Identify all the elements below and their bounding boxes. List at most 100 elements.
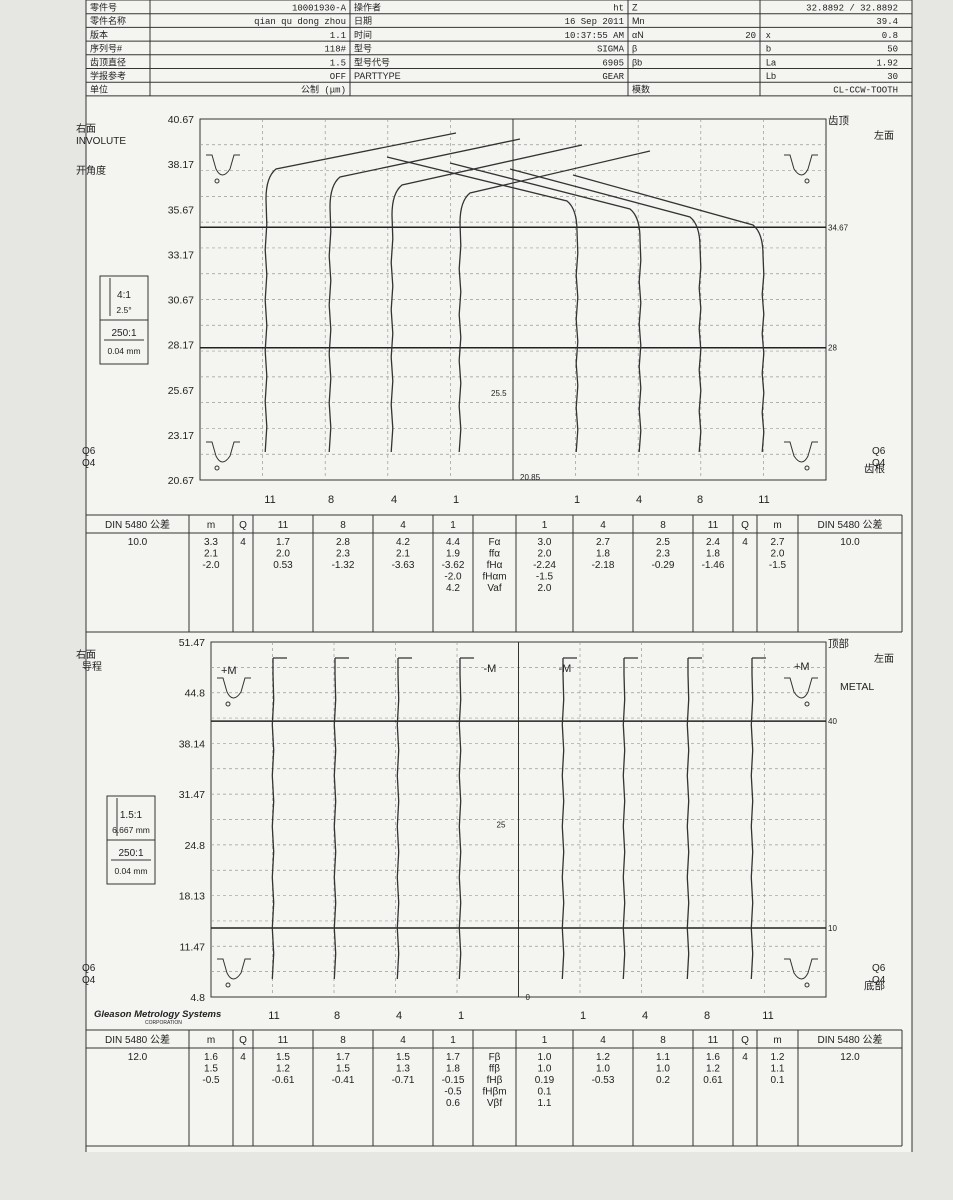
m-value: 1.5 <box>204 1064 218 1075</box>
table-header-m: m <box>207 1035 215 1046</box>
result-value: 0.1 <box>538 1087 552 1098</box>
eval-lower-label: 10 <box>828 924 837 933</box>
m-value: 1.2 <box>771 1052 785 1063</box>
header-label: Z <box>632 3 638 13</box>
scale-val-1: 6.667 mm <box>112 825 150 835</box>
minus-m-label: -M <box>559 663 572 675</box>
face-right-label: 右面 <box>76 648 96 661</box>
gear-profile-icon-dot <box>804 701 810 707</box>
y-tick-label: 18.13 <box>179 891 205 903</box>
tooth-number-right: 1 <box>574 494 580 506</box>
header-label: 零件名称 <box>90 15 126 26</box>
result-value: 4.4 <box>446 537 460 548</box>
result-value: -0.53 <box>592 1075 615 1086</box>
header-value: ht <box>613 4 624 14</box>
table-header-tooth: 11 <box>278 1035 289 1046</box>
face-left-label: 左面 <box>874 652 894 665</box>
tooth-number-left: 11 <box>268 1010 279 1022</box>
table-header-din: DIN 5480 公差 <box>817 518 882 531</box>
scale-val-1: 2.5° <box>116 305 131 315</box>
result-value: 1.0 <box>538 1052 552 1063</box>
header-table: 零件号 10001930-A 操作者 ht Z 32.8892 / 32.8892 零件名称… <box>86 0 912 97</box>
header-label: x <box>766 30 771 40</box>
gear-profile-icon-dot <box>225 701 231 707</box>
param-name: fHβm <box>482 1087 506 1098</box>
y-tick-label: 33.17 <box>168 249 194 261</box>
header-value: 6905 <box>602 58 624 68</box>
result-value: 2.0 <box>538 583 552 594</box>
table-header-tooth: 8 <box>660 520 666 531</box>
table-header-m: m <box>207 520 215 531</box>
bottom-label: 底部 <box>864 979 885 992</box>
result-value: 0.61 <box>703 1075 723 1086</box>
result-value: -2.18 <box>592 560 615 571</box>
tooth-number-left: 8 <box>334 1010 340 1022</box>
header-value: GEAR <box>602 72 624 82</box>
tooth-number-left: 1 <box>453 494 459 506</box>
result-value: 2.8 <box>336 537 350 548</box>
result-value: 1.7 <box>336 1052 350 1063</box>
quality-bottom-label: Q4 <box>872 975 886 986</box>
header-label: 零件号 <box>90 2 117 13</box>
table-header-q: Q <box>741 1035 749 1046</box>
header-label: Lb <box>766 71 776 81</box>
table-header-tooth: 1 <box>450 520 456 531</box>
tooth-number-left: 8 <box>328 494 334 506</box>
brand-logo-sub: CORPORATION <box>145 1020 182 1026</box>
result-value: 1.5 <box>396 1052 410 1063</box>
header-label: Mn <box>632 16 645 26</box>
scale-mag-1: 4:1 <box>117 290 131 301</box>
scale-mag-1: 1.5:1 <box>120 810 143 821</box>
y-tick-label: 40.67 <box>168 114 194 126</box>
face-left-label: 左面 <box>874 129 894 142</box>
result-value: 1.9 <box>446 549 460 560</box>
bottom-label: 齿根 <box>864 462 885 475</box>
param-name: ffβ <box>489 1064 500 1075</box>
base-mark-label: 0 <box>526 993 531 1002</box>
scale-mag-2: 250:1 <box>111 328 136 339</box>
m-value: 2.0 <box>771 549 785 560</box>
result-value: 1.8 <box>446 1064 460 1075</box>
gear-profile-icon <box>784 958 818 980</box>
y-tick-label: 35.67 <box>168 204 194 216</box>
result-value: -0.15 <box>442 1075 465 1086</box>
eval-upper-label: 40 <box>828 717 837 726</box>
table-header-tooth: 4 <box>600 1035 606 1046</box>
y-tick-label: 23.17 <box>168 430 194 442</box>
table-header-tooth: 4 <box>400 1035 406 1046</box>
gear-profile-icon-dot <box>804 465 810 471</box>
result-value: -2.0 <box>444 572 462 583</box>
result-value: 2.0 <box>538 549 552 560</box>
result-value: -3.62 <box>442 560 465 571</box>
result-value: -3.63 <box>392 560 415 571</box>
result-value: 1.8 <box>706 549 720 560</box>
profile-trace <box>449 162 642 453</box>
header-value: 118# <box>324 45 346 55</box>
result-value: 2.3 <box>336 549 350 560</box>
result-value: -0.71 <box>392 1075 415 1086</box>
table-header-tooth: 8 <box>660 1035 666 1046</box>
gear-profile-icon-dot <box>214 178 220 184</box>
header-value: 20 <box>745 31 756 41</box>
result-value: 0.2 <box>656 1075 670 1086</box>
gear-profile-icon <box>217 677 251 699</box>
param-name: fHα <box>487 560 503 571</box>
param-name: Fα <box>489 537 501 548</box>
result-value: 2.3 <box>656 549 670 560</box>
header-label: La <box>766 57 776 67</box>
scale-val-2: 0.04 mm <box>107 346 140 356</box>
base-mark-label: 20.85 <box>520 473 541 482</box>
header-value: 1.5 <box>330 58 346 68</box>
result-value: -0.29 <box>652 560 675 571</box>
header-value: 32.8892 / 32.8892 <box>806 4 898 14</box>
gear-profile-icon <box>784 441 818 463</box>
profile-trace <box>750 657 766 980</box>
table-header-m: m <box>773 520 781 531</box>
tooth-number-right: 4 <box>636 494 642 506</box>
result-value: 1.3 <box>396 1064 410 1075</box>
result-value: 0.53 <box>273 560 293 571</box>
header-label: 序列号# <box>90 43 122 54</box>
profile-trace <box>509 168 702 453</box>
header-value: qian qu dong zhou <box>254 17 346 27</box>
